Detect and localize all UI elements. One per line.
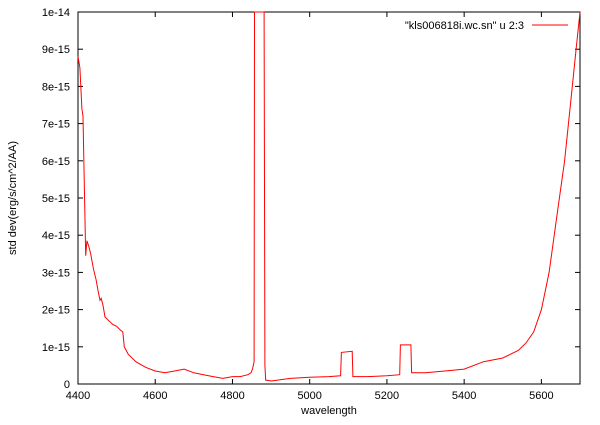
y-axis-ticks: 0 1e-15 2e-15 3e-15 4e-15 5e-15 6e-15 7e-15 8e-1… — [42, 7, 580, 391]
x-axis-title: wavelength — [300, 405, 357, 417]
x-tick-label: 4400 — [66, 390, 90, 402]
legend-label: "kls006818i.wc.sn" u 2:3 — [405, 20, 524, 32]
x-tick-label: 5600 — [529, 390, 553, 402]
y-tick-label: 5e-15 — [42, 193, 70, 205]
y-tick-label: 3e-15 — [42, 267, 70, 279]
y-tick-label: 6e-15 — [42, 156, 70, 168]
y-tick-label: 1e-15 — [42, 342, 70, 354]
series-line — [77, 11, 581, 382]
y-tick-label: 8e-15 — [42, 81, 70, 93]
x-tick-label: 5000 — [297, 390, 321, 402]
legend: "kls006818i.wc.sn" u 2:3 — [405, 20, 568, 32]
y-tick-label: 1e-14 — [42, 7, 70, 19]
y-tick-label: 7e-15 — [42, 119, 70, 131]
x-tick-label: 4600 — [143, 390, 167, 402]
y-tick-label: 0 — [64, 379, 70, 391]
x-tick-label: 5400 — [452, 390, 476, 402]
y-tick-label: 9e-15 — [42, 44, 70, 56]
x-tick-label: 4800 — [220, 390, 244, 402]
y-tick-label: 2e-15 — [42, 305, 70, 317]
x-tick-label: 5200 — [375, 390, 399, 402]
y-tick-label: 4e-15 — [42, 230, 70, 242]
x-axis-ticks: 4400 4600 4800 5000 5200 5400 5600 — [66, 12, 554, 402]
y-axis-title: std dev(erg/s/cm^2/AA) — [7, 141, 19, 255]
